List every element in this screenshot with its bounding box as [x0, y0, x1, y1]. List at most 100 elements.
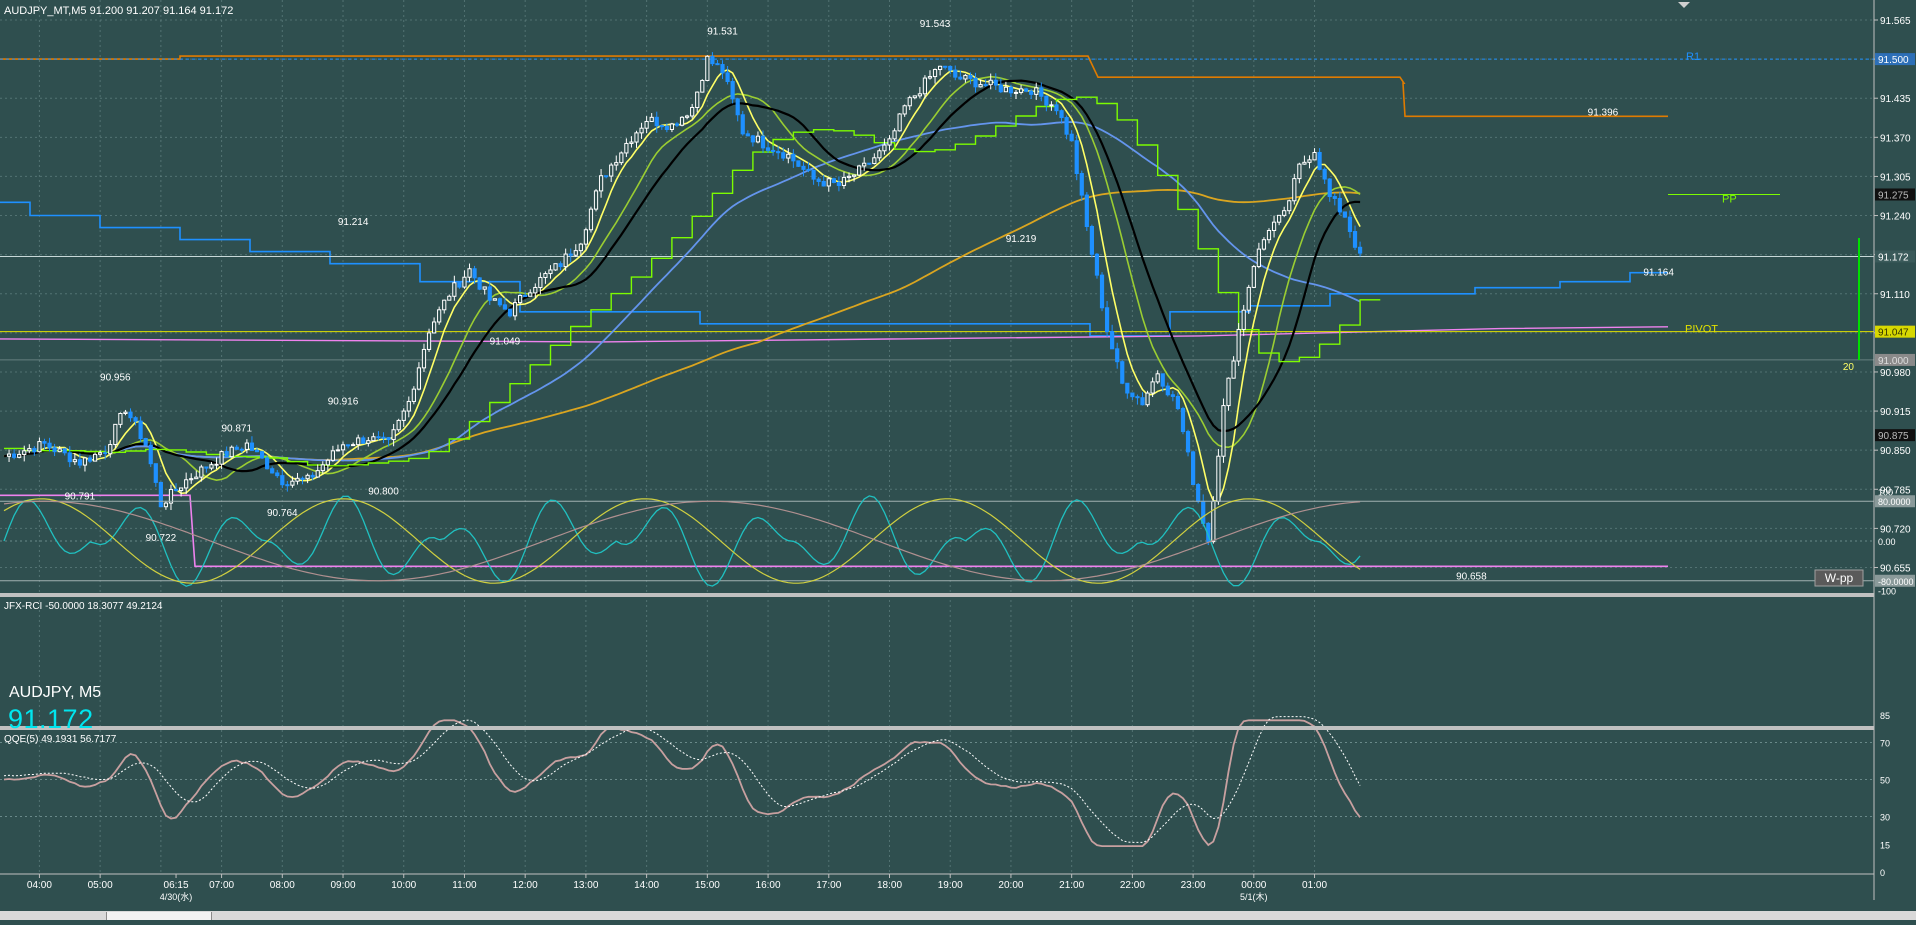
chart-shift-icon[interactable]	[1678, 2, 1690, 8]
panel-separator-main[interactable]	[0, 593, 1874, 597]
candle-body	[1003, 86, 1008, 93]
candle-body	[381, 436, 386, 439]
candle-body	[882, 144, 887, 152]
rci-mid-line	[3, 498, 1361, 584]
candle-body	[1352, 231, 1358, 248]
candle-body	[1302, 161, 1307, 165]
candle-body	[209, 464, 214, 469]
candle-body	[801, 165, 806, 170]
candle-body	[421, 348, 427, 369]
candle-body	[173, 488, 179, 491]
candle-body	[401, 410, 406, 421]
candle-body	[249, 442, 255, 451]
candle-body	[1266, 229, 1272, 241]
time-tick-label: 21:00	[1059, 880, 1084, 891]
price-extreme-label: 91.049	[490, 336, 521, 347]
time-tick-label: 23:00	[1181, 880, 1206, 891]
time-tick-label: 01:00	[1302, 880, 1327, 891]
chart-tab[interactable]	[106, 912, 212, 920]
price-tag-label: 91.000	[1878, 356, 1909, 367]
symbol-label: AUDJPY, M5	[9, 684, 102, 701]
level-label: PIVOT	[1685, 324, 1718, 336]
candle-body	[57, 448, 62, 453]
candle-body	[538, 276, 543, 288]
candle-body	[664, 126, 669, 130]
candle-body	[1292, 178, 1297, 202]
price-tick-label: 91.565	[1880, 16, 1911, 27]
candle-body	[1271, 221, 1277, 231]
candle-body	[872, 157, 877, 165]
rci-slow-line	[3, 500, 1361, 582]
qqe-tick-label: 0	[1880, 868, 1885, 878]
candle-body	[1216, 455, 1221, 502]
candle-body	[771, 149, 776, 153]
time-tick-label: 14:00	[634, 880, 659, 891]
candle-body	[983, 84, 988, 87]
candle-body	[695, 91, 700, 108]
candle-body	[1069, 133, 1074, 142]
candle-body	[103, 452, 108, 455]
wpp-button-label: W-pp	[1825, 571, 1854, 585]
candle-body	[760, 135, 766, 149]
candle-body	[1357, 246, 1363, 254]
candle-body	[92, 453, 98, 462]
price-extreme-label: 90.956	[100, 372, 131, 383]
candle-body	[619, 152, 624, 164]
candle-body	[199, 466, 204, 478]
candle-body	[1201, 500, 1206, 524]
candle-body	[953, 69, 958, 78]
candle-body	[644, 120, 649, 129]
candle-body	[568, 253, 573, 256]
candle-body	[1185, 431, 1191, 453]
candle-body	[892, 130, 897, 140]
candle-body	[158, 481, 163, 508]
candle-body	[1013, 91, 1019, 94]
wpp-button[interactable]	[1814, 569, 1864, 587]
candle-body	[1251, 266, 1256, 288]
candle-body	[128, 411, 133, 419]
time-tick-label: 08:00	[270, 880, 295, 891]
candle-body	[1024, 88, 1029, 92]
panel-separator-rci[interactable]	[0, 726, 1874, 730]
qqe-rsi-line	[3, 719, 1361, 847]
candle-body	[1079, 173, 1084, 196]
candle-body	[1125, 382, 1130, 394]
time-tick-label: 13:00	[573, 880, 598, 891]
candle-body	[553, 263, 558, 271]
qqe-tick-label: 30	[1880, 813, 1890, 823]
candle-body	[411, 388, 416, 402]
candle-body	[1145, 392, 1150, 406]
price-candles	[6, 52, 1363, 546]
price-extreme-labels: 91.531 91.543 91.396 91.214 91.219 91.164 91.0…	[65, 19, 1737, 582]
candle-body	[1297, 163, 1302, 180]
candle-body	[325, 459, 330, 466]
candle-body	[275, 472, 280, 477]
price-tag	[1875, 353, 1915, 366]
price-extreme-label: 91.214	[338, 217, 369, 228]
candle-body	[791, 153, 796, 162]
candle-body	[806, 168, 811, 171]
candle-body	[679, 116, 685, 126]
ma-green-line	[3, 75, 1361, 482]
candle-body	[1110, 331, 1115, 350]
candle-body	[862, 162, 867, 167]
candle-body	[17, 453, 22, 458]
candle-body	[219, 451, 224, 465]
price-tag-label: 91.500	[1878, 55, 1909, 66]
candle-body	[1196, 484, 1201, 502]
candle-body	[108, 444, 113, 455]
candle-body	[1236, 328, 1241, 362]
price-tick-label: 90.850	[1880, 446, 1911, 457]
candle-body	[194, 476, 199, 480]
axes: 91.565 91.500 91.435 91.370 91.305 91.240 91.1…	[27, 16, 1915, 902]
candle-body	[98, 452, 103, 455]
candle-body	[143, 438, 148, 446]
candle-body	[432, 321, 437, 334]
candle-body	[477, 277, 482, 290]
qqe-tick-label: 85	[1880, 711, 1890, 721]
price-tick-label: 91.305	[1880, 172, 1911, 183]
candle-body	[781, 152, 786, 159]
